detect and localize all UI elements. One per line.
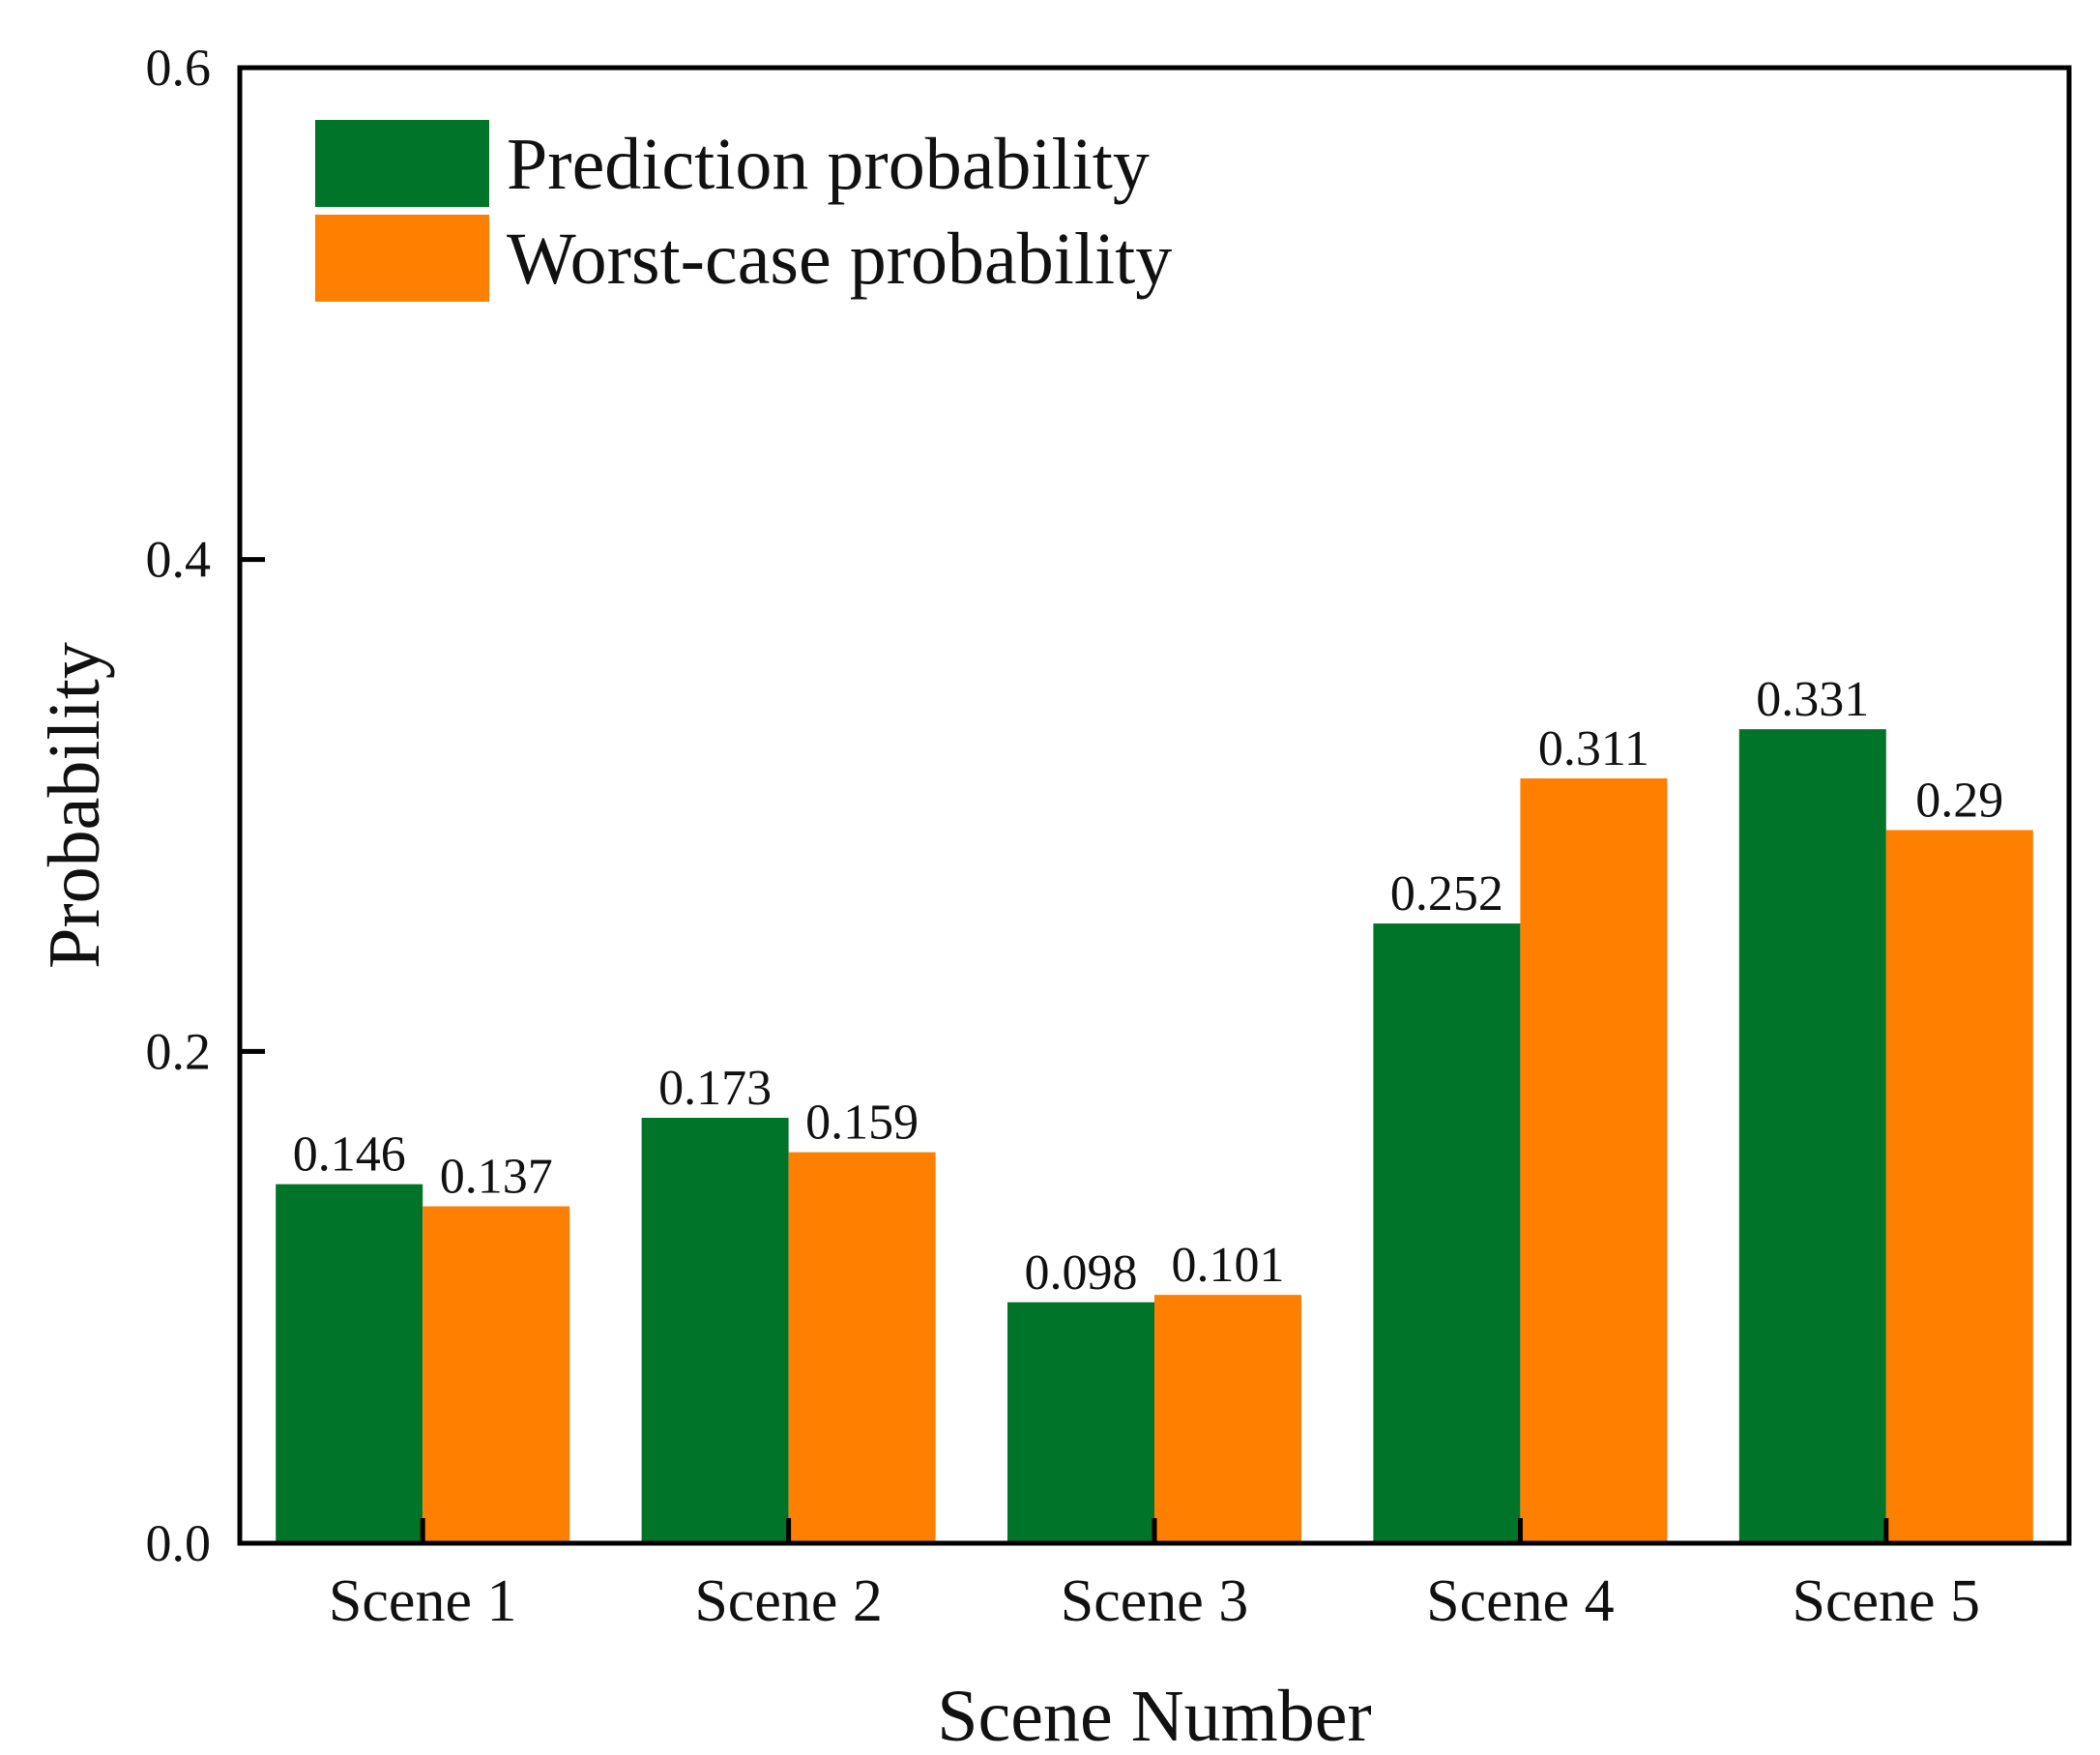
data-label-prediction-scene-3: 0.098 bbox=[1025, 1245, 1138, 1301]
bars-layer bbox=[276, 729, 2033, 1543]
y-tick-label-0.6: 0.6 bbox=[146, 39, 212, 97]
data-label-worst-case-scene-2: 0.159 bbox=[805, 1096, 919, 1151]
data-label-prediction-scene-4: 0.252 bbox=[1390, 866, 1503, 921]
data-label-worst-case-scene-5: 0.29 bbox=[1915, 773, 2003, 828]
y-tick-label-0.0: 0.0 bbox=[146, 1514, 212, 1572]
bar-worst-case-scene-5 bbox=[1885, 830, 2033, 1543]
bar-prediction-scene-3 bbox=[1007, 1302, 1154, 1543]
legend-label-worst-case: Worst-case probability bbox=[507, 219, 1172, 300]
data-label-worst-case-scene-1: 0.137 bbox=[440, 1150, 553, 1205]
x-tick-label-scene-5: Scene 5 bbox=[1793, 1568, 1981, 1634]
legend-swatch-prediction bbox=[315, 120, 489, 207]
x-tick-label-scene-3: Scene 3 bbox=[1061, 1568, 1249, 1634]
legend: Prediction probability Worst-case probab… bbox=[315, 120, 1172, 302]
x-axis-title: Scene Number bbox=[937, 1676, 1372, 1755]
data-label-prediction-scene-1: 0.146 bbox=[293, 1127, 406, 1183]
x-tick-label-scene-4: Scene 4 bbox=[1426, 1568, 1615, 1634]
bar-prediction-scene-1 bbox=[276, 1184, 423, 1543]
data-label-prediction-scene-2: 0.173 bbox=[658, 1061, 772, 1116]
legend-swatch-worst-case bbox=[315, 215, 489, 302]
data-labels-layer: 0.146 0.137 0.173 0.159 0.098 0.101 0.252 0.311… bbox=[293, 672, 2004, 1301]
bar-worst-case-scene-2 bbox=[788, 1152, 936, 1543]
bar-prediction-scene-4 bbox=[1373, 923, 1521, 1543]
y-tick-label-0.2: 0.2 bbox=[146, 1022, 212, 1080]
y-axis-title: Probability bbox=[34, 642, 115, 969]
bar-worst-case-scene-1 bbox=[423, 1206, 570, 1543]
y-tick-label-0.4: 0.4 bbox=[146, 531, 212, 589]
legend-label-prediction: Prediction probability bbox=[507, 124, 1150, 205]
bar-worst-case-scene-4 bbox=[1520, 778, 1668, 1543]
data-label-prediction-scene-5: 0.331 bbox=[1756, 672, 1869, 727]
bar-prediction-scene-5 bbox=[1738, 729, 1886, 1543]
bar-worst-case-scene-3 bbox=[1154, 1295, 1301, 1543]
x-tick-label-scene-1: Scene 1 bbox=[329, 1568, 517, 1634]
axis-ticks-layer: Scene 1 Scene 2 Scene 3 Scene 4 Scene 5 0.0 0.… bbox=[146, 39, 1981, 1634]
x-tick-label-scene-2: Scene 2 bbox=[694, 1568, 883, 1634]
data-label-worst-case-scene-4: 0.311 bbox=[1538, 721, 1649, 776]
bar-prediction-scene-2 bbox=[641, 1118, 789, 1543]
data-label-worst-case-scene-3: 0.101 bbox=[1172, 1238, 1285, 1293]
